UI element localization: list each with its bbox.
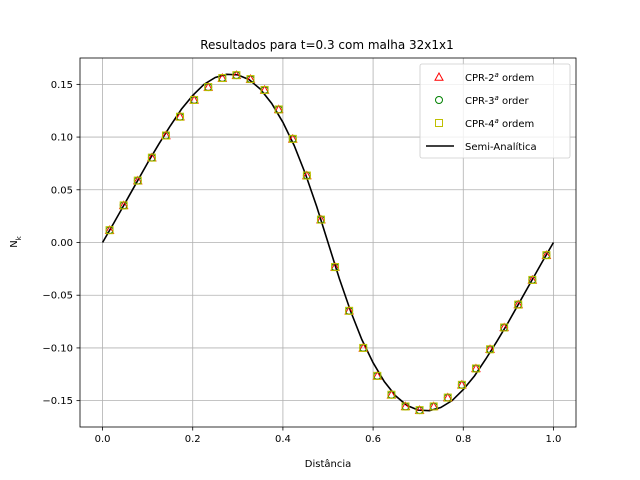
- cpr4-point: [500, 323, 509, 332]
- x-tick-label: 0.8: [455, 434, 471, 445]
- y-tick-label: 0.05: [51, 185, 73, 196]
- legend-cpr2-label: CPR-2a ordem: [465, 71, 534, 84]
- cpr4-point: [528, 275, 537, 284]
- cpr4-point: [401, 402, 410, 411]
- cpr4-point: [471, 364, 480, 373]
- cpr4-point: [542, 251, 551, 260]
- legend-cpr3-label: CPR-3a order: [465, 94, 530, 107]
- cpr4-point: [105, 226, 114, 235]
- cpr4-point: [302, 171, 311, 180]
- legend: CPR-2a ordem CPR-3a order CPR-4a ordem Semi…: [419, 63, 571, 159]
- axis-ticks: 0.0 0.2 0.4 0.6 0.8 1.0 −0.15 −0.10 −0.05 0.00 0.0…: [42, 80, 561, 445]
- x-tick-label: 0.0: [95, 434, 111, 445]
- cpr4-point: [133, 176, 142, 185]
- cpr4-point: [415, 406, 424, 415]
- cpr4-point: [288, 134, 297, 143]
- cpr4-point: [486, 345, 495, 354]
- cpr4-point: [457, 380, 466, 389]
- y-tick-label: −0.10: [42, 343, 73, 354]
- cpr4-point: [514, 300, 523, 309]
- plot-area: [101, 70, 555, 415]
- y-tick-label: 0.00: [51, 238, 73, 249]
- cpr4-point: [373, 371, 382, 380]
- cpr4-point: [119, 201, 128, 210]
- cpr4-point: [387, 390, 396, 399]
- legend-cpr4-marker: [435, 119, 443, 127]
- cpr4-point: [246, 75, 255, 84]
- chart-title: Resultados para t=0.3 com malha 32x1x1: [200, 38, 454, 52]
- cpr4-point: [232, 71, 241, 80]
- semi-analytical-line: [101, 73, 555, 412]
- cpr4-point: [161, 131, 170, 140]
- y-tick-label: −0.05: [42, 291, 73, 302]
- cpr4-point: [260, 85, 269, 94]
- cpr4-point: [176, 112, 185, 121]
- cpr4-point: [331, 263, 340, 272]
- x-axis-label: Distância: [305, 458, 351, 470]
- legend-cpr2-marker: [434, 71, 444, 81]
- legend-cpr4-label: CPR-4a ordem: [465, 117, 534, 130]
- x-tick-label: 0.4: [275, 434, 291, 445]
- legend-box: [419, 63, 571, 159]
- cpr4-point: [190, 95, 199, 104]
- cpr4-point: [429, 402, 438, 411]
- cpr4-point: [359, 343, 368, 352]
- y-tick-label: −0.15: [42, 396, 73, 407]
- legend-cpr3-marker: [435, 96, 443, 104]
- cpr4-point: [218, 74, 227, 83]
- x-tick-label: 0.6: [365, 434, 381, 445]
- cpr4-point: [443, 393, 452, 402]
- cpr4-point: [316, 215, 325, 224]
- x-tick-label: 0.2: [185, 434, 201, 445]
- cpr4-point: [345, 306, 354, 315]
- cpr4-point: [204, 83, 213, 92]
- x-tick-label: 1.0: [546, 434, 562, 445]
- cpr4-point: [274, 105, 283, 114]
- y-tick-label: 0.15: [51, 80, 73, 91]
- cpr4-point: [147, 153, 156, 162]
- y-tick-label: 0.10: [51, 133, 73, 144]
- legend-semi-analytical-label: Semi-Analítica: [465, 141, 537, 153]
